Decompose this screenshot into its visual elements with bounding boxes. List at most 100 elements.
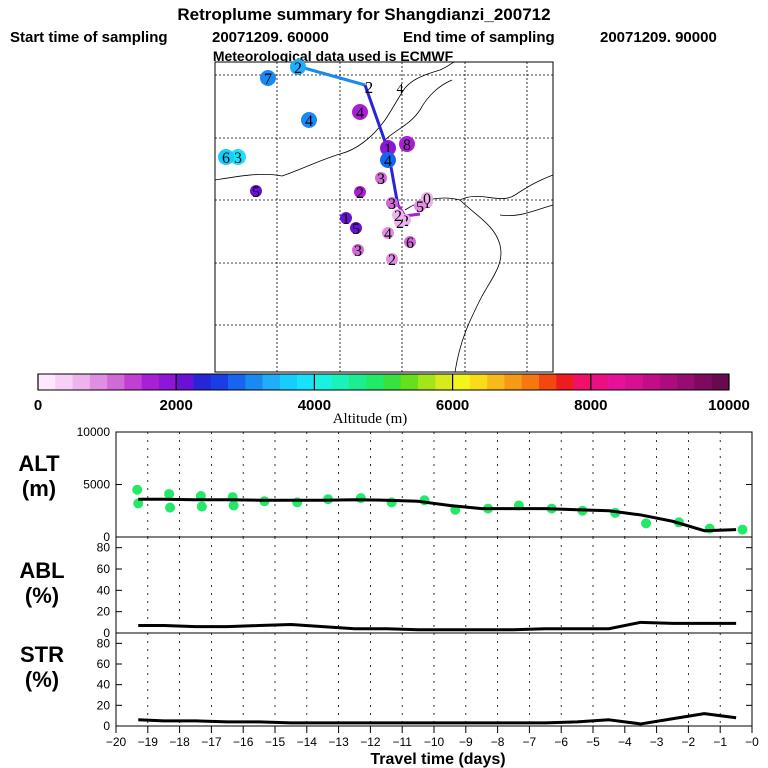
x-tick-label: −0 — [745, 735, 759, 749]
colorbar-swatch — [124, 374, 142, 390]
y-tick-label: 20 — [97, 698, 111, 712]
colorbar-swatch — [435, 374, 453, 390]
map-day-label: 4 — [384, 226, 392, 243]
alt-scatter-point — [228, 500, 239, 511]
map-day-label: 2 — [294, 60, 302, 77]
panel-ylabel: ABL — [19, 558, 64, 583]
map-day-label: 3 — [388, 196, 396, 213]
map-particle-marker — [392, 209, 404, 221]
series-line — [138, 497, 737, 533]
colorbar-swatch — [418, 374, 436, 390]
x-tick-label: −13 — [328, 735, 349, 749]
map-day-label: 6 — [222, 150, 230, 167]
map-day-label: 2 — [388, 252, 396, 269]
map-day-label: 3 — [354, 243, 362, 260]
trajectory-segment-far — [296, 64, 366, 87]
x-tick-label: −14 — [297, 735, 318, 749]
colorbar-label: Altitude (m) — [333, 411, 408, 427]
map-day-label: 2 — [356, 185, 364, 202]
map-day-label: 0 — [423, 191, 431, 208]
x-tick-label: −18 — [169, 735, 190, 749]
colorbar-tick-label: 2000 — [160, 397, 193, 414]
map-day-label: 5 — [352, 221, 360, 238]
map-particle-marker — [352, 244, 364, 256]
y-tick-label: 0 — [103, 626, 110, 640]
colorbar-swatch — [279, 374, 298, 390]
colorbar-swatch — [383, 374, 402, 390]
map-day-label: 4 — [356, 105, 364, 122]
map-particle-marker — [352, 104, 368, 120]
colorbar-swatch — [400, 374, 419, 390]
map-day-label: 2 — [396, 215, 404, 232]
colorbar-swatch — [694, 374, 713, 390]
map-markers: 2744184365233154632210252 — [218, 59, 433, 269]
alt-scatter-point — [641, 518, 652, 529]
y-tick-label: 0 — [103, 530, 110, 544]
y-tick-label: 80 — [97, 541, 111, 555]
colorbar-swatch — [262, 374, 281, 390]
alt-scatter-point — [196, 501, 207, 512]
map-day-label: 5 — [252, 184, 260, 201]
panel-ylabel: STR — [20, 642, 64, 667]
y-tick-label: 80 — [97, 636, 111, 650]
map-particle-marker — [218, 149, 234, 165]
map-particle-marker — [375, 172, 387, 184]
panel-ylabel-units: (m) — [22, 476, 56, 501]
alt-scatter-point — [737, 524, 748, 535]
colorbar-swatch — [314, 374, 332, 390]
x-tick-label: −3 — [650, 735, 664, 749]
colorbar-swatch — [711, 374, 730, 390]
y-tick-label: 0 — [103, 719, 110, 733]
colorbar-swatch — [107, 374, 125, 390]
map-particle-marker — [386, 197, 398, 209]
end-time-value: 20071209. 90000 — [600, 29, 717, 46]
map-particle-marker — [290, 59, 306, 75]
colorbar-swatch — [659, 374, 678, 390]
colorbar-swatch — [590, 374, 609, 390]
alt-scatter-point — [355, 493, 366, 504]
x-tick-label: −19 — [138, 735, 159, 749]
colorbar-swatch — [228, 374, 246, 390]
colorbar-swatch — [487, 374, 505, 390]
x-tick-label: −4 — [618, 735, 632, 749]
colorbar-swatch — [366, 374, 384, 390]
colorbar-swatch — [469, 374, 488, 390]
map-day-label: 1 — [342, 211, 350, 228]
x-tick-label: −12 — [360, 735, 381, 749]
map-particle-marker — [414, 200, 426, 212]
alt-panel: 10000 5000 0 ALT(m) — [18, 425, 753, 544]
panel-ylabel-units: (%) — [25, 667, 59, 692]
map-day-label: 5 — [416, 199, 424, 216]
alt-scatter-point — [132, 484, 143, 495]
map-day-label: 4 — [305, 113, 313, 130]
alt-scatter-point — [165, 502, 176, 513]
colorbar-swatch — [642, 374, 661, 390]
colorbar-swatch — [625, 374, 643, 390]
alt-scatter-point — [164, 488, 175, 499]
panel-frame — [115, 632, 753, 727]
colorbar-tick-label: 0 — [34, 397, 42, 414]
x-tick-label: −2 — [682, 735, 696, 749]
map-particle-marker — [421, 192, 433, 204]
colorbar-swatch — [176, 374, 194, 390]
colorbar-swatch — [331, 374, 350, 390]
x-tick-label: −7 — [523, 735, 537, 749]
colorbar-swatch — [538, 374, 557, 390]
x-tick-label: −9 — [459, 735, 473, 749]
colorbar-swatch — [210, 374, 229, 390]
panel-ylabel: ALT — [18, 451, 60, 476]
map-day-label: 8 — [403, 137, 411, 154]
map-day-label: 3 — [377, 171, 385, 188]
colorbar-swatch — [348, 374, 367, 390]
altitude-colorbar: 0 2000 4000 6000 8000 10000 — [34, 373, 750, 414]
map-particle-marker — [301, 112, 317, 128]
colorbar-tick-label: 8000 — [574, 397, 607, 414]
y-tick-label: 20 — [97, 605, 111, 619]
abl-panel: 80 60 40 20 0 ABL(%) — [19, 536, 753, 640]
x-tick-label: −6 — [554, 735, 568, 749]
start-time-label: Start time of sampling — [10, 29, 168, 46]
y-tick-label: 10000 — [77, 425, 111, 439]
x-axis-label: Travel time (days) — [370, 751, 505, 768]
